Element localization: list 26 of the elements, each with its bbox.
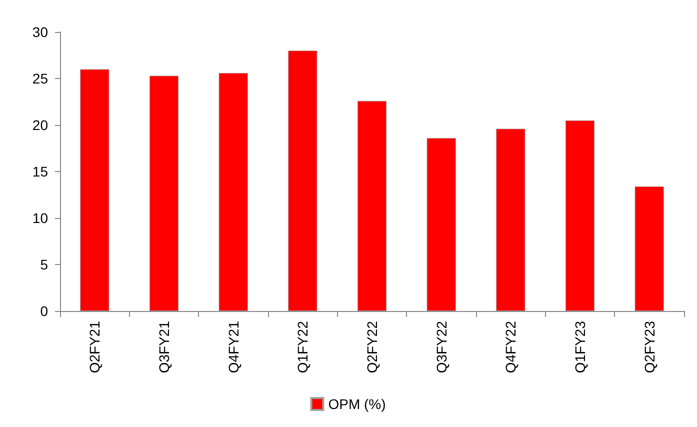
bar [426,138,456,311]
y-tick-label: 30 [32,24,48,40]
bar [634,186,664,311]
y-tick-label: 20 [32,117,48,133]
bar [496,128,526,311]
bar [565,120,595,311]
y-tick-label: 0 [40,303,48,319]
x-tick-label: Q2FY23 [641,320,658,374]
x-tick-label: Q2FY22 [364,320,380,374]
y-tick-label: 5 [40,256,48,272]
y-tick-label: 25 [32,70,48,86]
bar [288,50,318,311]
y-tick-label: 15 [32,164,48,180]
x-tick-label: Q3FY22 [433,320,450,374]
x-tick-label: Q4FY22 [502,320,519,374]
x-tick-label: Q1FY23 [572,320,588,374]
y-tick-label: 10 [32,210,48,226]
bar [149,76,179,311]
x-tick-label: Q2FY21 [86,320,103,374]
bar [218,72,248,311]
legend-label: OPM (%) [328,396,386,412]
x-tick-label: Q4FY21 [225,320,242,374]
x-tick-label: Q1FY22 [294,320,311,374]
bar [80,69,110,311]
bar [357,100,387,311]
x-tick-label: Q3FY21 [156,320,172,374]
